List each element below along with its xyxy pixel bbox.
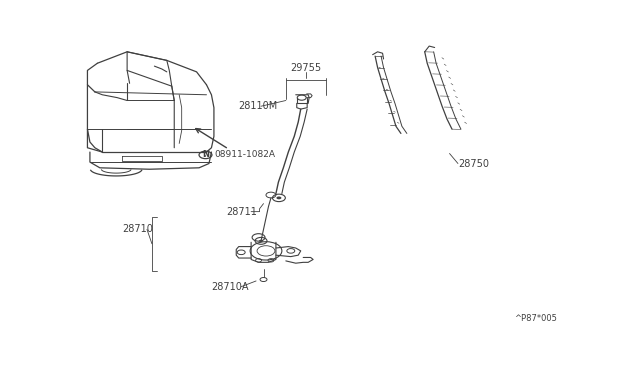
Text: 28710A: 28710A	[211, 282, 249, 292]
Text: 28711: 28711	[227, 206, 257, 217]
Text: 29755: 29755	[290, 63, 321, 73]
Text: 28750: 28750	[458, 158, 489, 169]
Text: 28710: 28710	[122, 224, 153, 234]
Text: N: N	[202, 150, 209, 160]
Text: 28110M: 28110M	[239, 101, 278, 111]
Circle shape	[259, 240, 263, 242]
Text: 08911-1082A: 08911-1082A	[214, 150, 275, 160]
Text: ^P87*005: ^P87*005	[514, 314, 557, 323]
Circle shape	[276, 196, 282, 199]
